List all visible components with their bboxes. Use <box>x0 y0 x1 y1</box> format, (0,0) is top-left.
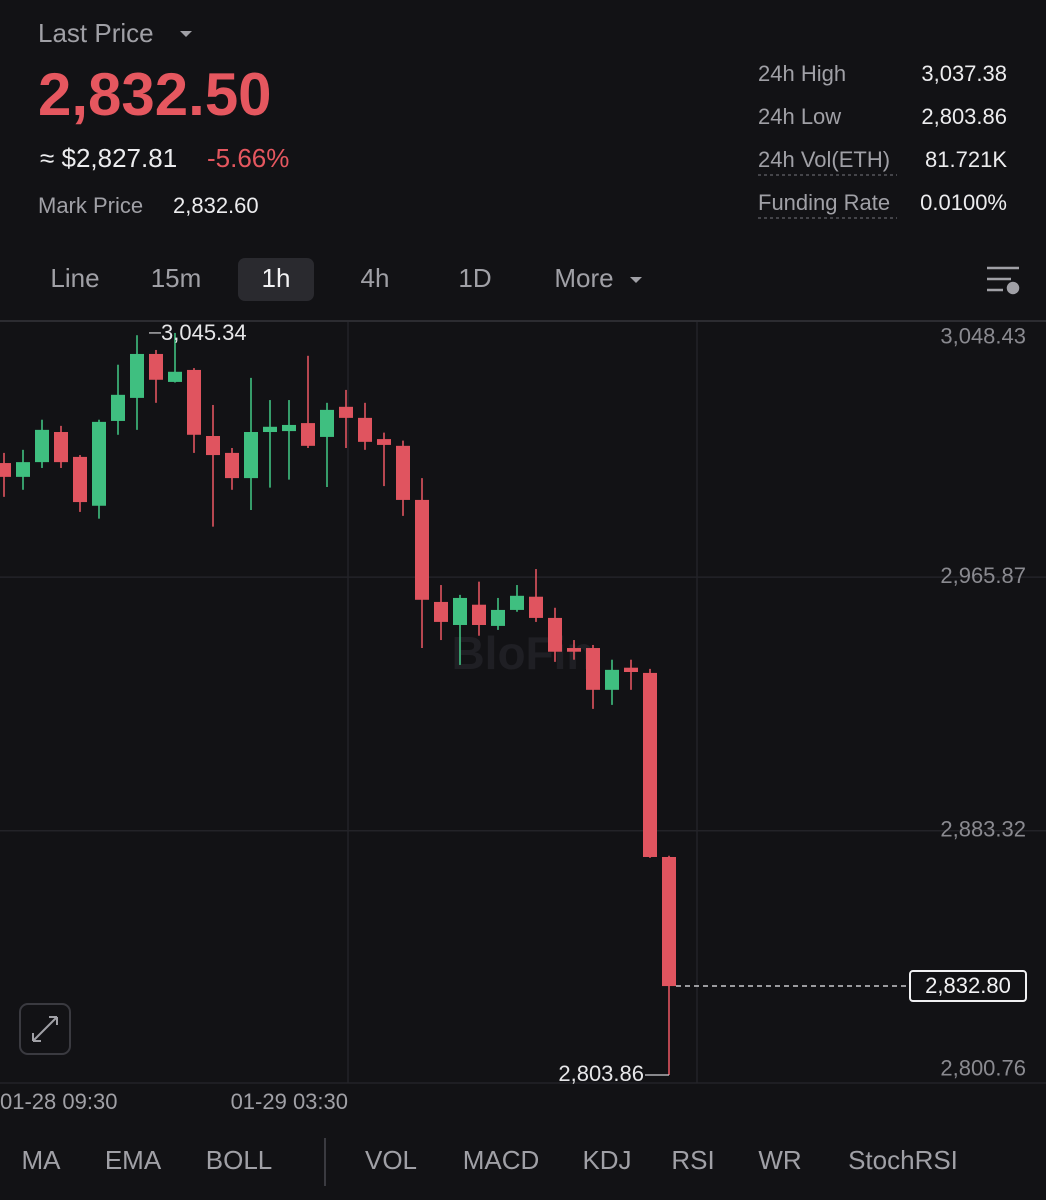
candle-body <box>662 856 676 987</box>
candle-body <box>54 432 68 463</box>
candle-body <box>0 463 11 477</box>
dropdown-caret[interactable] <box>630 277 642 283</box>
last-price-label: 2,832.80 <box>925 973 1011 998</box>
candle-body <box>434 601 448 622</box>
stats-panel: 24h High 3,037.38 24h Low 2,803.86 24h Vol(E… <box>758 61 1007 219</box>
candle-body <box>320 409 334 437</box>
candle-body <box>282 424 296 432</box>
candle-body <box>529 596 543 618</box>
candle-body <box>130 353 144 398</box>
candle-body <box>73 456 87 503</box>
stat-value: 2,803.86 <box>921 104 1007 129</box>
candle-body <box>16 462 30 477</box>
stat-label: 24h Vol(ETH) <box>758 147 890 172</box>
tab[interactable]: Line <box>50 263 99 293</box>
stat-label: Funding Rate <box>758 190 890 215</box>
expand-button[interactable] <box>19 1003 71 1055</box>
candle-body <box>339 406 353 418</box>
stat-value: 3,037.38 <box>921 61 1007 86</box>
candle-body <box>472 604 486 625</box>
indicator-tab[interactable]: EMA <box>105 1145 162 1175</box>
tab[interactable]: 4h <box>361 263 390 293</box>
candle-body <box>111 394 125 421</box>
y-tick-label: 3,048.43 <box>940 323 1026 348</box>
y-tick-label: 2,883.32 <box>940 817 1026 842</box>
indicator-tab[interactable]: StochRSI <box>848 1145 958 1175</box>
interval-tabs: Line 15m 1h 4h 1D More <box>50 258 642 301</box>
last-price: 2,832.50 <box>38 61 272 128</box>
tab[interactable]: 15m <box>151 263 202 293</box>
mark-price: 2,832.60 <box>173 193 259 218</box>
tab[interactable]: More <box>554 263 613 293</box>
indicator-tab[interactable]: BOLL <box>206 1145 273 1175</box>
watermark: BloFin <box>451 627 594 679</box>
candle-body <box>358 417 372 442</box>
candle-body <box>149 353 163 380</box>
candle-body <box>187 369 201 435</box>
tab[interactable]: 1D <box>458 263 491 293</box>
low-marker-label: 2,803.86 <box>558 1061 644 1086</box>
price-change: -5.66% <box>207 143 289 173</box>
high-marker-label: 3,045.34 <box>161 320 247 345</box>
candle-body <box>35 429 49 463</box>
approx-price: ≈ $2,827.81 <box>40 143 177 173</box>
indicator-tab[interactable]: MA <box>22 1145 62 1175</box>
candle-body <box>586 648 600 690</box>
candle-body <box>206 436 220 456</box>
candle-body <box>643 672 657 857</box>
stat-value: 81.721K <box>925 147 1007 172</box>
candle-body <box>377 439 391 445</box>
x-tick-label: 01-29 03:30 <box>231 1089 348 1114</box>
indicator-tab[interactable]: WR <box>758 1145 801 1175</box>
stat-label: 24h High <box>758 61 846 86</box>
y-tick-label: 2,965.87 <box>940 563 1026 588</box>
candle-body <box>263 426 277 433</box>
x-tick-label: 01-28 09:30 <box>0 1089 117 1114</box>
candle-body <box>491 609 505 626</box>
candle-body <box>415 499 429 600</box>
tab[interactable]: 1h <box>262 263 291 293</box>
candle-body <box>605 669 619 690</box>
indicator-tab[interactable]: VOL <box>365 1145 417 1175</box>
candle-body <box>244 432 258 479</box>
candle-body <box>567 648 581 652</box>
selected-tab-bg <box>238 258 314 301</box>
mark-price-label: Mark Price <box>38 193 143 218</box>
indicator-tab[interactable]: RSI <box>671 1145 714 1175</box>
candle-body <box>396 445 410 500</box>
indicator-bar: MA EMA BOLL VOL MACD KDJ RSI WR StochRSI <box>22 1145 958 1175</box>
candle-body <box>453 597 467 625</box>
last-price-box <box>909 970 1027 1003</box>
stat-label: 24h Low <box>758 104 841 129</box>
indicator-tab[interactable]: KDJ <box>582 1145 631 1175</box>
candle-body <box>168 371 182 382</box>
indicator-tab[interactable]: MACD <box>463 1145 540 1175</box>
candle-body <box>624 667 638 673</box>
stat-value: 0.0100% <box>920 190 1007 215</box>
candlestick-chart: BloFin 3,048.43 2,965.87 2,883.32 2,800.76 0… <box>0 320 1046 1114</box>
candle-body <box>301 423 315 446</box>
dropdown-caret[interactable] <box>180 31 192 37</box>
candle-body <box>548 617 562 652</box>
last-price-label[interactable]: Last Price <box>38 18 154 48</box>
candle-body <box>225 452 239 479</box>
candle-body <box>510 595 524 610</box>
candle-body <box>92 421 106 506</box>
y-tick-label: 2,800.76 <box>940 1055 1026 1080</box>
chart-settings-icon[interactable] <box>987 266 1020 295</box>
